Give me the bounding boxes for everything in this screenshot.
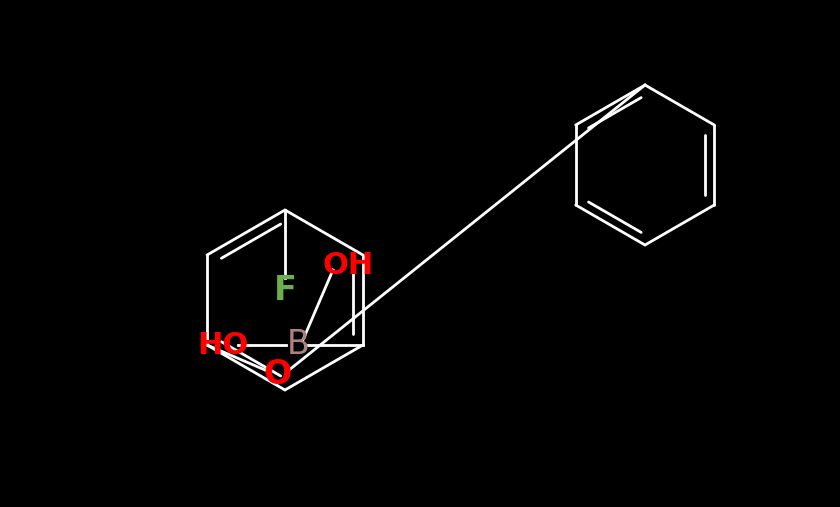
Text: F: F [274,273,297,307]
Text: OH: OH [323,250,374,279]
Text: B: B [286,329,309,361]
Text: HO: HO [197,331,249,359]
Text: O: O [263,358,291,391]
